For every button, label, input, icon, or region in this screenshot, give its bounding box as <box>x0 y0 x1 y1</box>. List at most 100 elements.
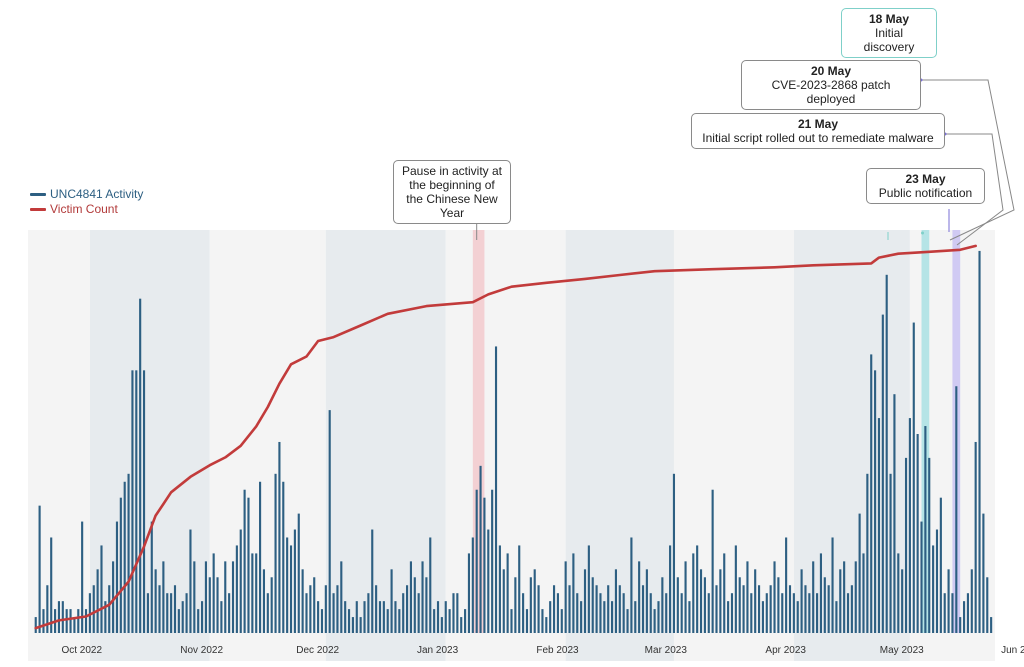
activity-bar <box>788 585 792 633</box>
month-band <box>28 230 90 661</box>
victim-count-line <box>34 244 978 630</box>
activity-bar <box>270 577 273 633</box>
activity-bar <box>572 553 575 633</box>
activity-bar <box>738 577 741 633</box>
activity-bar <box>255 553 258 633</box>
activity-bar <box>367 593 370 633</box>
activity-bar <box>92 585 95 633</box>
activity-bar <box>266 593 269 633</box>
activity-bar <box>630 537 633 633</box>
activity-bar <box>324 585 327 633</box>
activity-bar <box>185 593 188 633</box>
activity-bar <box>421 561 424 633</box>
activity-bar <box>162 561 165 633</box>
activity-bar <box>800 569 803 633</box>
activity-bar <box>135 370 138 633</box>
activity-bar <box>943 593 946 633</box>
victim-count-line <box>34 244 978 630</box>
activity-bar <box>982 513 985 633</box>
activity-bar <box>835 601 838 633</box>
activity-bar <box>69 609 72 633</box>
activity-bar <box>510 609 513 633</box>
activity-bar <box>61 601 64 633</box>
legend: UNC4841 Activity Victim Count <box>30 187 143 217</box>
activity-bar <box>978 250 981 634</box>
activity-bar <box>665 593 668 633</box>
activity-bar <box>812 561 815 633</box>
activity-bar <box>761 601 764 633</box>
activity-bar <box>42 609 45 633</box>
activity-bar <box>278 441 281 633</box>
activity-bar <box>649 593 652 633</box>
activity-bar <box>781 593 784 633</box>
activity-bar <box>239 529 242 633</box>
activity-bar <box>742 585 745 633</box>
activity-bar <box>935 529 939 633</box>
activity-bar <box>336 585 339 633</box>
activity-bar <box>177 609 180 633</box>
activity-bar <box>843 561 846 633</box>
activity-bar <box>224 561 227 633</box>
month-band <box>673 230 794 661</box>
activity-bar <box>514 577 517 633</box>
activity-bars <box>34 250 993 634</box>
activity-bar <box>854 561 857 633</box>
activity-bar <box>916 434 919 633</box>
activity-bar <box>990 617 993 633</box>
activity-bar <box>115 521 119 633</box>
activity-bar <box>417 593 420 633</box>
activity-bar <box>560 609 563 633</box>
activity-bar <box>173 585 177 633</box>
activity-bar <box>351 617 354 633</box>
month-bands <box>28 230 995 661</box>
activity-bar <box>65 609 68 633</box>
activity-bar <box>947 569 950 633</box>
activity-bar <box>247 497 250 633</box>
activity-bar <box>897 553 900 633</box>
activity-bar <box>262 569 266 633</box>
activity-bar <box>429 537 432 633</box>
activity-bar <box>595 585 598 633</box>
activity-bar <box>332 593 335 633</box>
activity-bar <box>487 529 490 633</box>
activity-bar <box>839 569 842 633</box>
callout-may18-text: Initial discovery <box>863 26 915 54</box>
activity-bar <box>170 593 173 633</box>
activity-bar <box>904 457 908 633</box>
activity-bar <box>189 529 192 633</box>
activity-bar <box>777 577 780 633</box>
activity-bar <box>57 601 61 633</box>
month-band <box>89 230 210 661</box>
activity-bar <box>877 418 881 633</box>
activity-bar <box>696 545 699 633</box>
activity-bar <box>603 601 606 633</box>
activity-bar <box>73 617 76 633</box>
activity-bar <box>243 489 246 633</box>
activity-bar <box>328 410 331 633</box>
connector-may21 <box>945 133 1004 246</box>
x-axis-ticks: Oct 2022 Nov 2022 Dec 2022 Jan 2023 Feb 2023… <box>61 645 1024 656</box>
activity-bar <box>448 609 451 633</box>
activity-bar <box>568 585 571 633</box>
activity-bar <box>394 601 397 633</box>
activity-bar <box>727 601 730 633</box>
x-tick-label: May 2023 <box>880 645 924 656</box>
activity-bar <box>84 609 88 633</box>
activity-bar <box>966 593 969 633</box>
activity-bar <box>158 585 161 633</box>
x-tick-label: Apr 2023 <box>765 645 806 656</box>
x-tick-label: Mar 2023 <box>645 645 688 656</box>
activity-bar <box>483 497 486 633</box>
activity-bar <box>866 473 869 633</box>
activity-bar <box>750 593 753 633</box>
activity-bar <box>498 545 501 633</box>
activity-bar <box>564 561 567 633</box>
legend-item-activity: UNC4841 Activity <box>30 187 143 202</box>
activity-bar <box>823 577 826 633</box>
activity-bar <box>576 593 579 633</box>
activity-bar <box>112 561 115 633</box>
callout-may21-text: Initial script rolled out to remediate m… <box>702 131 934 145</box>
activity-bar <box>928 457 931 633</box>
activity-bar <box>525 609 529 633</box>
activity-bar <box>460 617 463 633</box>
